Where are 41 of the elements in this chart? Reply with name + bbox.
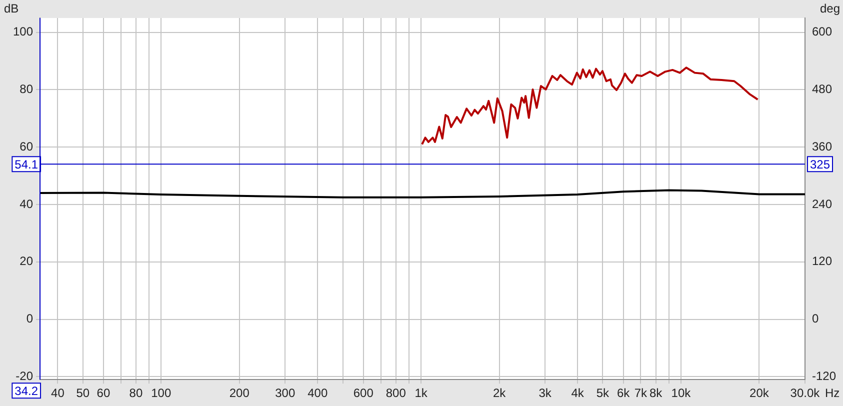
- y2-tick-label: -120: [812, 369, 836, 384]
- ref-line-label: 34.2: [14, 384, 38, 398]
- y2-tick-label: 600: [812, 24, 832, 39]
- x-tick-label: 30.0k: [790, 386, 821, 400]
- y-tick-label: 20: [20, 254, 34, 268]
- x-tick-label: 4k: [571, 386, 585, 400]
- x-tick-label: 2k: [492, 386, 507, 400]
- y-tick-label: 100: [12, 24, 34, 39]
- y-tick-label: -20: [16, 369, 34, 384]
- x-tick-label: 20k: [750, 386, 770, 400]
- x-tick-label: 80: [129, 386, 143, 400]
- x-tick-label: 7k: [634, 386, 648, 400]
- x-tick-label: 6k: [616, 386, 631, 400]
- x-tick-label: 1k: [414, 386, 428, 400]
- y2-tick-label: 360: [812, 139, 832, 154]
- annotation: 325: [810, 157, 830, 172]
- y-tick-label: 40: [20, 196, 34, 211]
- y-axis-title: dB: [4, 1, 19, 16]
- y2-tick-label: 0: [812, 312, 819, 326]
- x-tick-label: 50: [76, 386, 90, 400]
- y2-tick-label: 120: [812, 254, 832, 268]
- y2-tick-label: 240: [812, 196, 832, 211]
- x-tick-label: 200: [229, 386, 250, 400]
- y-tick-label: 60: [20, 139, 34, 154]
- y-tick-label: 0: [26, 312, 34, 326]
- x-tick-label: 8k: [649, 386, 664, 400]
- x-tick-label: 3k: [538, 386, 552, 400]
- x-tick-label: 100: [151, 386, 172, 400]
- x-tick-label: 40: [51, 386, 65, 400]
- y2-axis-title: deg: [820, 1, 840, 16]
- x-tick-label: 800: [386, 386, 406, 400]
- y-tick-label: 80: [20, 82, 34, 96]
- x-tick-label: 5k: [596, 386, 610, 400]
- ref-line-label: 54.1: [14, 157, 38, 172]
- x-tick-label: 300: [275, 386, 296, 400]
- x-tick-label: 60: [96, 386, 110, 400]
- y2-tick-label: 480: [812, 82, 832, 96]
- x-tick-label: 400: [308, 386, 328, 400]
- x-tick-label: 10k: [671, 386, 692, 400]
- x-axis-title: Hz: [824, 386, 840, 400]
- x-tick-label: 600: [353, 386, 374, 400]
